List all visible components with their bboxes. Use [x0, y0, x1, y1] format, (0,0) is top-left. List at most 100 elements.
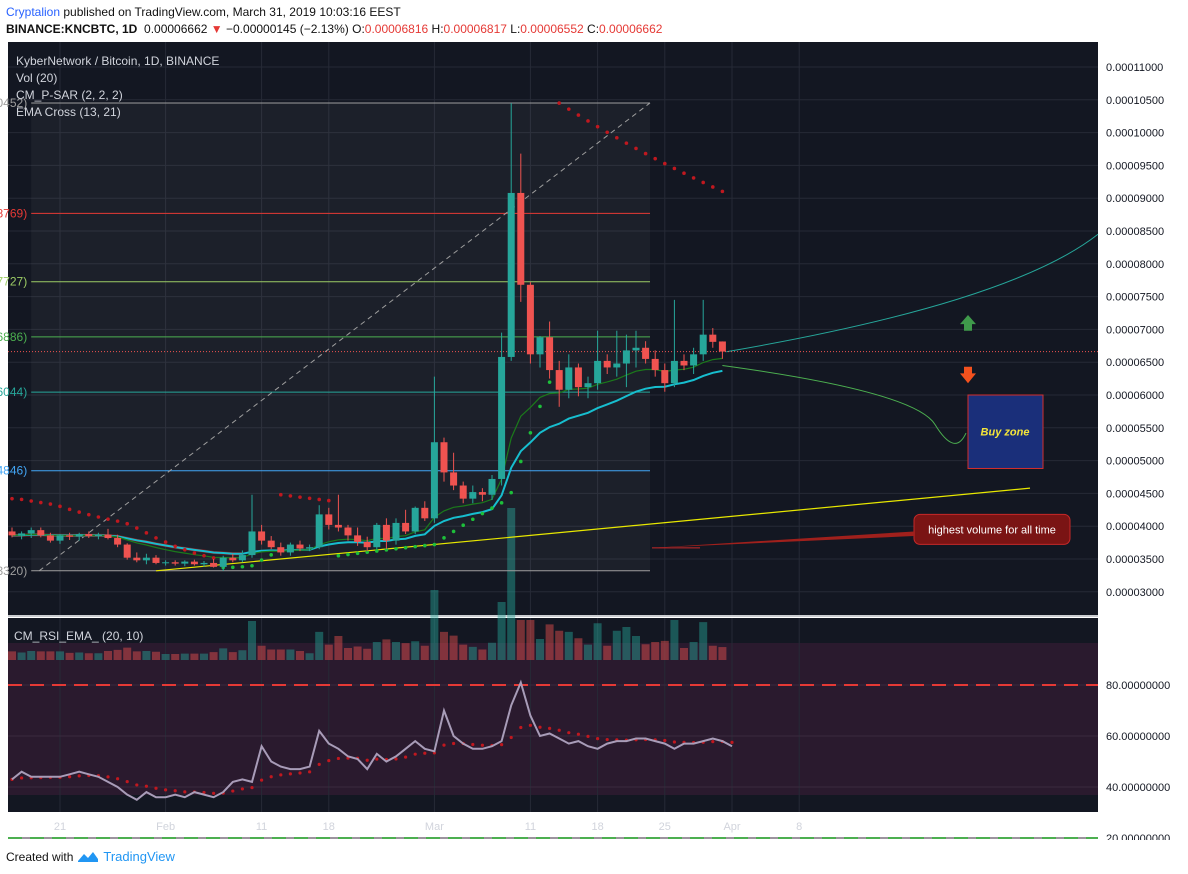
candle[interactable]: [584, 376, 592, 399]
candle[interactable]: [651, 350, 659, 377]
candle[interactable]: [459, 481, 467, 504]
candle[interactable]: [334, 494, 342, 532]
candle[interactable]: [248, 494, 256, 558]
candle[interactable]: [411, 506, 419, 535]
candle[interactable]: [238, 550, 246, 563]
candle[interactable]: [181, 560, 189, 567]
candle[interactable]: [354, 527, 362, 546]
candle[interactable]: [622, 334, 630, 388]
psar-dot: [250, 563, 254, 568]
candle[interactable]: [171, 560, 179, 566]
candle[interactable]: [286, 542, 294, 556]
candle[interactable]: [277, 542, 285, 556]
candle-body: [699, 334, 707, 355]
candle[interactable]: [555, 360, 563, 407]
candle[interactable]: [46, 532, 54, 543]
candle[interactable]: [642, 341, 650, 364]
candle[interactable]: [680, 354, 688, 371]
candle[interactable]: [296, 540, 304, 552]
psar-dot: [586, 119, 590, 123]
volume-bar: [46, 651, 55, 660]
volume-bar: [305, 653, 314, 660]
candle[interactable]: [258, 524, 266, 545]
candle[interactable]: [632, 330, 640, 368]
candle[interactable]: [229, 553, 237, 563]
date-tick-label: 18: [323, 821, 335, 833]
candle[interactable]: [104, 528, 112, 540]
volume-bar: [641, 644, 650, 660]
candle[interactable]: [661, 363, 669, 392]
candle[interactable]: [363, 536, 371, 552]
candle[interactable]: [594, 330, 602, 390]
candle[interactable]: [690, 347, 698, 375]
candle[interactable]: [344, 524, 352, 541]
candle[interactable]: [267, 536, 275, 550]
candle[interactable]: [488, 475, 496, 500]
candle[interactable]: [699, 299, 707, 361]
tradingview-brand[interactable]: TradingView: [103, 849, 175, 864]
candle[interactable]: [565, 354, 573, 399]
candle[interactable]: [190, 559, 198, 566]
psar-dot: [355, 551, 360, 556]
candle[interactable]: [37, 527, 45, 538]
candle[interactable]: [613, 330, 621, 377]
candle[interactable]: [450, 452, 458, 491]
candle[interactable]: [27, 527, 35, 539]
candle[interactable]: [718, 341, 726, 359]
date-tick-label: 25: [659, 821, 671, 833]
candle-body: [200, 562, 208, 565]
candle[interactable]: [469, 485, 477, 504]
candle[interactable]: [546, 321, 554, 379]
candle[interactable]: [315, 505, 323, 550]
candle-body: [277, 547, 285, 553]
candle[interactable]: [133, 552, 141, 563]
highest-volume-callout[interactable]: [913, 513, 1071, 545]
candle[interactable]: [219, 555, 227, 571]
candle[interactable]: [56, 534, 64, 544]
candle[interactable]: [66, 532, 74, 540]
buy-zone-box[interactable]: [967, 394, 1044, 469]
candle[interactable]: [114, 534, 122, 548]
candle[interactable]: [8, 527, 16, 538]
candle[interactable]: [200, 560, 208, 567]
candle[interactable]: [142, 553, 150, 565]
candle[interactable]: [85, 531, 93, 539]
candle[interactable]: [478, 488, 486, 502]
candle[interactable]: [709, 328, 717, 348]
rsi-ema-dot: [711, 740, 715, 744]
author-link[interactable]: Cryptalion: [6, 5, 61, 19]
candle[interactable]: [440, 437, 448, 482]
candle[interactable]: [430, 376, 438, 523]
candle[interactable]: [75, 532, 83, 541]
candle[interactable]: [94, 532, 102, 540]
candle[interactable]: [123, 543, 131, 560]
psar-dot: [595, 124, 600, 129]
candle[interactable]: [526, 282, 534, 364]
candle[interactable]: [603, 354, 611, 375]
candle[interactable]: [402, 509, 410, 535]
candle[interactable]: [152, 555, 160, 565]
candle[interactable]: [517, 153, 525, 302]
candle-body: [363, 541, 371, 548]
psar-dot: [327, 498, 331, 503]
candle[interactable]: [421, 501, 429, 521]
candle[interactable]: [18, 531, 26, 540]
candle[interactable]: [670, 299, 678, 388]
rsi-ema-dot: [365, 758, 369, 762]
candle[interactable]: [392, 518, 400, 545]
rsi-ema-dot: [519, 725, 523, 730]
candle[interactable]: [306, 544, 314, 552]
trading-chart[interactable]: 0(0.00010452) 0.236(0.00008769) 0.382(0.00…: [0, 40, 1188, 840]
volume-bar: [190, 653, 199, 660]
candle[interactable]: [536, 335, 544, 368]
candle[interactable]: [574, 363, 582, 397]
candle[interactable]: [507, 103, 515, 361]
candle[interactable]: [373, 522, 381, 550]
psar-dot: [509, 490, 513, 495]
candle[interactable]: [325, 507, 333, 530]
candle[interactable]: [162, 560, 170, 566]
candle[interactable]: [210, 559, 218, 568]
legend-symbol: KyberNetwork / Bitcoin, 1D, BINANCE: [16, 54, 219, 68]
candle[interactable]: [498, 332, 506, 486]
candle[interactable]: [382, 518, 390, 550]
